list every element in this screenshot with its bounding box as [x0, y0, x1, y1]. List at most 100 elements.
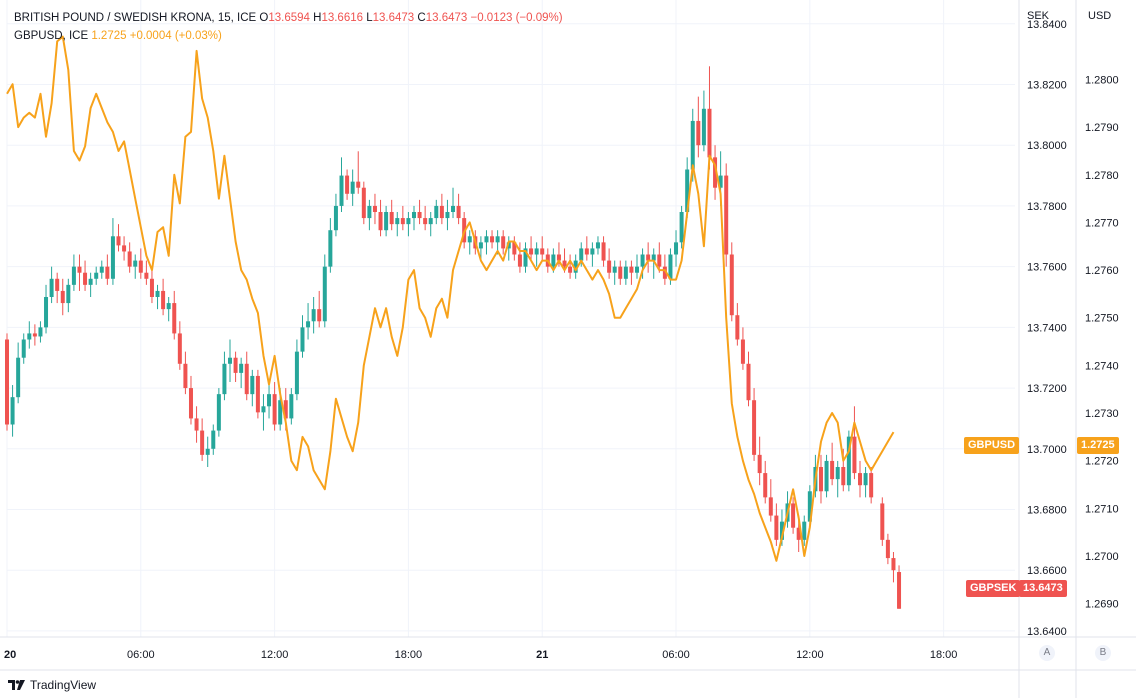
candle-body	[38, 327, 43, 337]
candle-body	[16, 357, 21, 398]
candle-body	[233, 357, 238, 373]
candle-body	[216, 394, 221, 431]
candle-body	[83, 272, 88, 285]
candle-body	[685, 169, 690, 212]
candle-body	[858, 473, 863, 486]
candle-body	[456, 205, 461, 219]
gbpusd-line-series	[6, 35, 895, 562]
candle-body	[272, 394, 277, 425]
change-value: −0.0123 (−0.09%)	[470, 12, 563, 24]
candle-body	[451, 205, 456, 212]
candle-body	[562, 260, 567, 267]
tradingview-brand[interactable]: TradingView	[8, 678, 96, 692]
overlay-series-legend[interactable]: GBPUSD, ICE 1.2725 +0.0004 (+0.03%)	[14, 27, 563, 45]
tradingview-logo-icon	[8, 680, 25, 690]
candle-body	[529, 248, 534, 255]
candle-body	[317, 309, 322, 322]
candle-body	[540, 248, 545, 255]
candle-body	[122, 245, 127, 252]
candle-body	[674, 242, 679, 255]
candle-body	[668, 254, 673, 279]
candle-body	[818, 467, 823, 492]
candle-body	[283, 400, 288, 419]
candle-body	[289, 394, 294, 419]
candle-body	[49, 278, 54, 297]
time-tick-label: 18:00	[395, 649, 423, 661]
candle-body	[835, 467, 840, 480]
gbpsek-label-badge: GBPSEK	[966, 580, 1021, 597]
candle-body	[172, 303, 177, 334]
time-tick-label: 21	[536, 649, 548, 661]
candle-body	[55, 278, 60, 291]
candle-body	[149, 278, 154, 297]
candle-body	[791, 503, 796, 528]
sek-tick-label: 13.6600	[1027, 565, 1067, 577]
candle-body	[88, 278, 93, 285]
candle-body	[584, 248, 589, 255]
candle-body	[239, 363, 244, 373]
sek-tick-label: 13.7200	[1027, 383, 1067, 395]
candle-body	[211, 430, 216, 449]
main-series-legend[interactable]: BRITISH POUND / SWEDISH KRONA, 15, ICE O…	[14, 9, 563, 27]
candle-body	[400, 218, 405, 225]
brand-name: TradingView	[30, 678, 97, 692]
time-tick-label: 06:00	[662, 649, 690, 661]
candle-body	[551, 254, 556, 267]
candle-body	[467, 236, 472, 243]
usd-tick-label: 1.2790	[1085, 122, 1119, 134]
candle-body	[478, 242, 483, 249]
gbpusd-price-badge: 1.2725	[1077, 437, 1119, 454]
candle-body	[423, 218, 428, 225]
candle-body	[228, 357, 233, 364]
candle-body	[846, 436, 851, 486]
overlay-change: +0.0004 (+0.03%)	[129, 30, 222, 42]
usd-tick-label: 1.2770	[1085, 217, 1119, 229]
usd-tick-label: 1.2740	[1085, 360, 1119, 372]
candle-body	[261, 406, 266, 413]
candle-body	[411, 212, 416, 219]
candle-body	[322, 266, 327, 322]
chart-legend: BRITISH POUND / SWEDISH KRONA, 15, ICE O…	[14, 9, 563, 45]
candle-body	[579, 248, 584, 261]
scale-a-button[interactable]: A	[1039, 645, 1055, 661]
candle-body	[484, 236, 489, 243]
candle-body	[194, 418, 199, 431]
sek-tick-label: 13.6800	[1027, 505, 1067, 517]
usd-tick-label: 1.2690	[1085, 599, 1119, 611]
time-tick-label: 12:00	[796, 649, 824, 661]
candle-body	[501, 236, 506, 249]
candle-body	[372, 205, 377, 212]
scale-b-button[interactable]: B	[1095, 645, 1111, 661]
time-tick-label: 12:00	[261, 649, 289, 661]
candle-body	[657, 254, 662, 267]
candle-body	[729, 254, 734, 316]
candle-body	[523, 248, 528, 267]
candle-body	[590, 248, 595, 255]
candle-body	[71, 266, 76, 285]
usd-tick-label: 1.2780	[1085, 170, 1119, 182]
candle-body	[506, 242, 511, 249]
overlay-value: 1.2725	[91, 30, 127, 42]
candle-body	[635, 266, 639, 273]
candle-body	[679, 212, 684, 243]
candle-body	[110, 236, 115, 279]
candle-body	[891, 558, 896, 571]
candle-body	[490, 236, 495, 243]
usd-tick-label: 1.2700	[1085, 551, 1119, 563]
open-value: 13.6594	[268, 12, 310, 24]
candle-body	[428, 218, 433, 225]
candle-body	[27, 333, 32, 340]
usd-tick-label: 1.2800	[1085, 74, 1119, 86]
candle-body	[885, 539, 890, 559]
candle-body	[116, 236, 121, 246]
candle-body	[701, 108, 706, 146]
candle-body	[768, 497, 773, 516]
candle-body	[607, 260, 612, 273]
candle-body	[802, 521, 807, 540]
main-series-title: BRITISH POUND / SWEDISH KRONA, 15, ICE	[14, 12, 257, 24]
time-tick-label: 06:00	[127, 649, 155, 661]
sek-tick-label: 13.8400	[1027, 19, 1067, 31]
candle-body	[5, 339, 9, 425]
candle-body	[746, 363, 751, 401]
